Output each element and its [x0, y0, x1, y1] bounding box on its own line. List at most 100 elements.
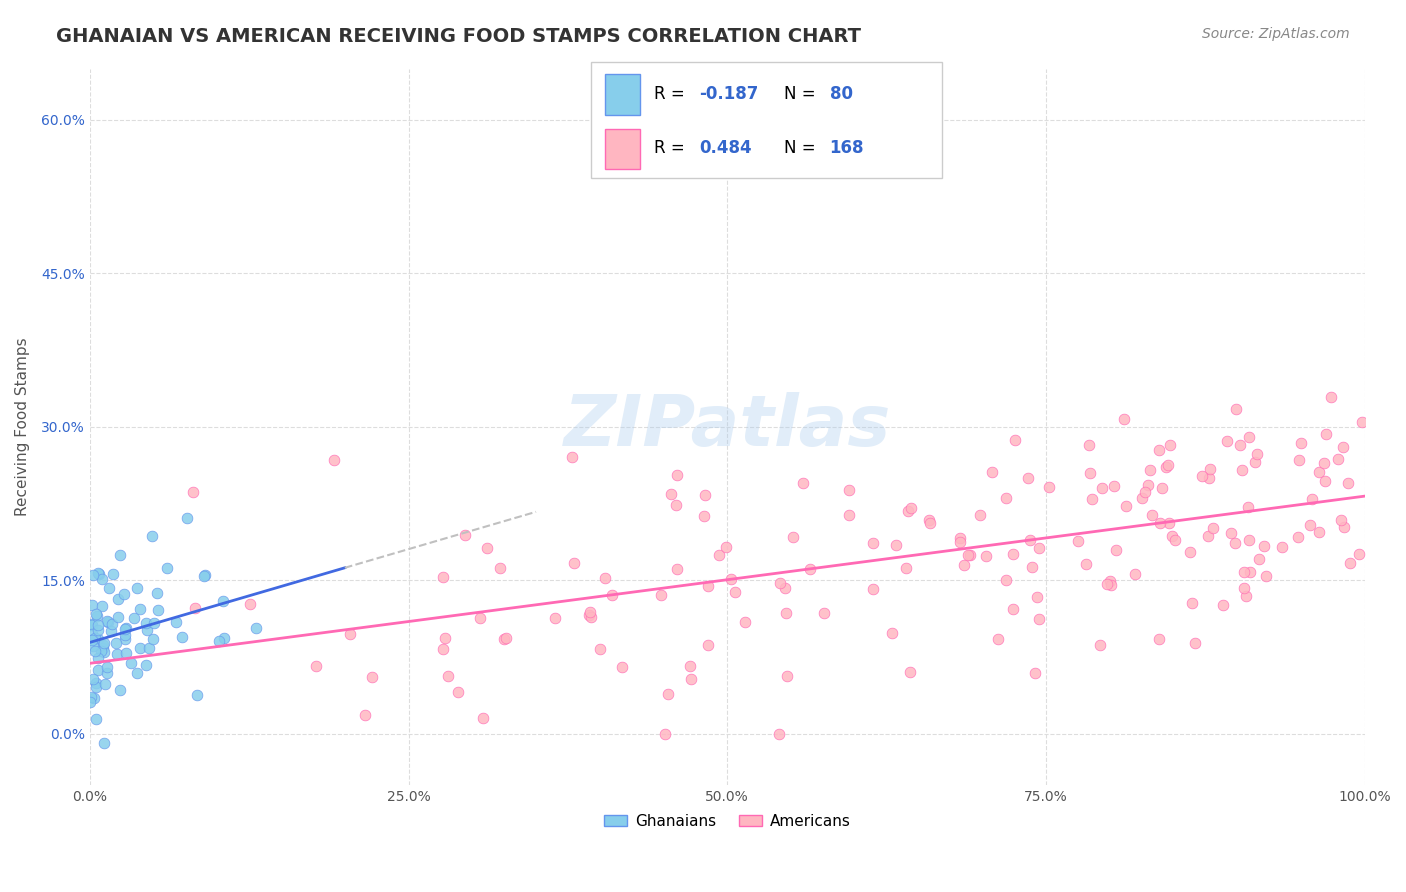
- Point: [957, 548, 980, 562]
- Text: Source: ZipAtlas.com: Source: ZipAtlas.com: [1202, 27, 1350, 41]
- Point: [1150, 481, 1173, 495]
- Point: [96, 665, 118, 680]
- Point: [862, 582, 884, 596]
- Point: [1091, 481, 1114, 495]
- Point: [1021, 559, 1043, 574]
- FancyBboxPatch shape: [591, 62, 942, 178]
- Point: [114, 646, 136, 660]
- Point: [208, 634, 231, 648]
- Point: [1099, 577, 1122, 591]
- Text: R =: R =: [654, 85, 690, 103]
- Point: [90, 643, 112, 657]
- Point: [120, 657, 142, 671]
- Point: [114, 622, 136, 636]
- Point: [87, 617, 110, 632]
- Point: [165, 615, 187, 630]
- Point: [1351, 415, 1374, 429]
- Point: [776, 669, 799, 683]
- Point: [1004, 433, 1026, 447]
- Point: [1331, 440, 1354, 454]
- Point: [666, 562, 689, 576]
- Point: [432, 570, 454, 584]
- Point: [80, 690, 103, 704]
- Point: [589, 642, 612, 657]
- Point: [1337, 476, 1360, 491]
- FancyBboxPatch shape: [605, 128, 640, 169]
- Point: [1199, 462, 1222, 476]
- Point: [305, 659, 328, 673]
- Point: [1308, 465, 1330, 479]
- Point: [122, 611, 145, 625]
- Point: [894, 561, 917, 575]
- Point: [489, 561, 512, 575]
- Point: [156, 560, 179, 574]
- Point: [360, 670, 382, 684]
- Point: [82, 567, 104, 582]
- Point: [959, 548, 981, 562]
- Point: [80, 632, 103, 647]
- Point: [1256, 569, 1278, 583]
- Point: [128, 602, 150, 616]
- Point: [1133, 484, 1156, 499]
- Point: [1024, 665, 1046, 680]
- Point: [693, 488, 716, 502]
- Point: [578, 605, 600, 619]
- Point: [1234, 589, 1257, 603]
- Point: [1247, 551, 1270, 566]
- Point: [1239, 566, 1261, 580]
- Point: [79, 616, 101, 631]
- Point: [1180, 596, 1202, 610]
- Point: [87, 650, 110, 665]
- Text: N =: N =: [785, 139, 821, 157]
- Point: [93, 635, 115, 649]
- Point: [696, 638, 718, 652]
- Point: [974, 549, 997, 563]
- Point: [1219, 526, 1241, 541]
- Point: [949, 535, 972, 549]
- Point: [1002, 601, 1025, 615]
- Point: [665, 499, 688, 513]
- Point: [994, 491, 1017, 505]
- Point: [96, 614, 118, 628]
- Point: [87, 567, 110, 582]
- Point: [987, 632, 1010, 646]
- Point: [792, 476, 814, 491]
- Point: [112, 587, 135, 601]
- Point: [775, 607, 797, 621]
- Point: [1315, 475, 1337, 489]
- Point: [1028, 541, 1050, 555]
- Point: [138, 641, 160, 656]
- Point: [94, 676, 117, 690]
- Point: [193, 569, 215, 583]
- Point: [86, 676, 108, 690]
- Point: [1115, 500, 1137, 514]
- Point: [1028, 612, 1050, 626]
- Point: [104, 636, 127, 650]
- Point: [1232, 582, 1254, 596]
- Point: [97, 581, 120, 595]
- Text: 0.484: 0.484: [699, 139, 752, 157]
- Point: [953, 558, 976, 572]
- Point: [135, 657, 157, 672]
- Point: [114, 632, 136, 647]
- Point: [1140, 508, 1163, 523]
- Point: [1160, 529, 1182, 543]
- Point: [1102, 479, 1125, 493]
- Point: [665, 467, 688, 482]
- Point: [1223, 536, 1246, 550]
- Point: [115, 621, 138, 635]
- Point: [181, 485, 204, 500]
- Point: [1237, 533, 1260, 547]
- Point: [1019, 533, 1042, 547]
- Point: [1112, 412, 1135, 426]
- Point: [82, 672, 104, 686]
- Point: [1123, 566, 1146, 581]
- Point: [593, 571, 616, 585]
- Point: [83, 644, 105, 658]
- Point: [84, 712, 107, 726]
- Point: [79, 695, 101, 709]
- Point: [579, 610, 602, 624]
- Point: [1308, 525, 1330, 540]
- Point: [100, 624, 122, 638]
- Point: [176, 511, 198, 525]
